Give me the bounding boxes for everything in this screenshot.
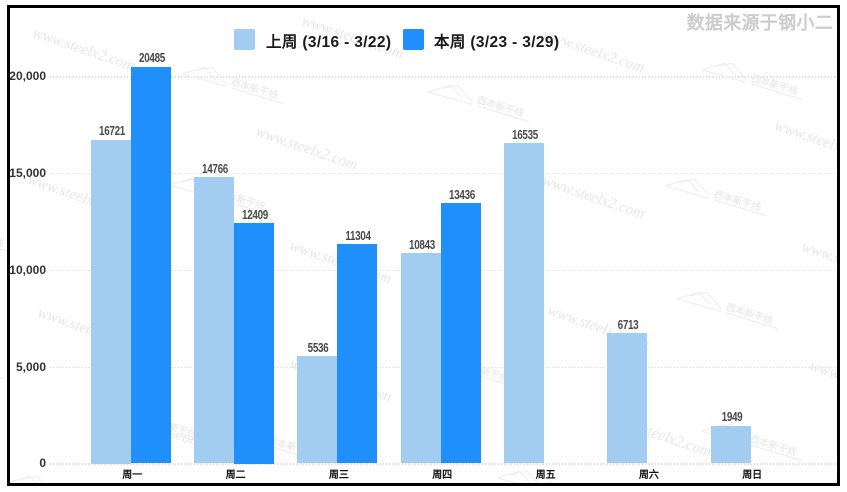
svg-text:西本新干线: 西本新干线 xyxy=(0,224,6,250)
